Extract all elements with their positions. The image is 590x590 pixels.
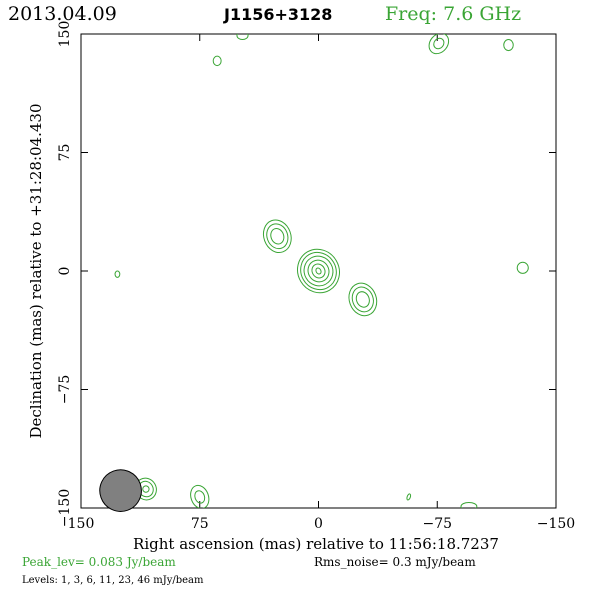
contour-line [428,34,450,55]
contour-line [355,291,370,308]
rms-noise: Rms_noise= 0.3 mJy/beam [314,555,476,569]
component-blob-tr1 [428,34,450,55]
component-jet-ne [262,219,292,253]
freq-label: Freq: 7.6 GHz [385,3,521,25]
contour-line [190,484,210,508]
component-core [297,248,340,294]
contour-line [236,34,249,41]
x-tick-labels: 150 75 0 −75 −150 [68,516,576,532]
contour-levels: Levels: 1, 3, 6, 11, 23, 46 mJy/beam [22,575,204,586]
contour-line [315,267,322,275]
contour-line [503,39,514,52]
component-blob-top2 [236,34,249,41]
contour-line [303,255,334,287]
contour-line [406,493,412,501]
peak-level: Peak_lev= 0.083 Jy/beam [22,555,176,569]
contour-components [114,34,529,508]
contour-line [270,228,285,245]
component-blob-e [516,261,529,274]
contour-line [300,251,337,291]
y-tick-labels: −150 −75 0 75 150 [57,21,73,528]
contour-line [307,259,330,283]
x-tick-label: −150 [537,516,575,532]
axis-ticks [80,33,557,509]
contour-line [311,263,326,279]
contour-line [516,261,529,274]
source-title: J1156+3128 [223,5,332,24]
contour-line [460,501,478,508]
x-tick-label: −75 [422,516,452,532]
beam-shape [99,469,142,512]
plot-frame [80,33,557,509]
contour-line [266,223,289,250]
component-blob-tr2 [503,39,514,52]
contour-line [297,248,340,294]
contour-line [433,37,445,50]
contour-line [142,485,150,493]
contour-line [194,490,206,504]
contour-line [348,282,378,317]
component-blob-bottom [460,501,478,508]
x-tick-label: 75 [191,516,209,532]
x-tick-label: 0 [314,516,323,532]
y-tick-label: −75 [57,375,73,405]
x-axis-label: Right ascension (mas) relative to 11:56:… [133,535,499,553]
y-tick-label: 150 [57,21,73,48]
component-blob-tiny1 [114,270,121,278]
component-blob-bl2 [190,484,210,508]
y-tick-label: −150 [57,489,73,527]
beam-ellipse [99,469,142,512]
date-label: 2013.04.09 [8,3,117,25]
component-blob-tiny2 [406,493,412,501]
contour-line [262,219,292,253]
component-jet-sw [348,282,378,317]
contour-line [212,55,222,67]
x-tick-label: 150 [68,516,95,532]
y-tick-label: 0 [57,267,73,276]
component-blob-top1 [212,55,222,67]
contour-line [114,270,121,278]
contour-line [351,286,374,313]
y-tick-label: 75 [57,144,73,162]
y-axis-label: Declination (mas) relative to +31:28:04.… [27,103,45,438]
